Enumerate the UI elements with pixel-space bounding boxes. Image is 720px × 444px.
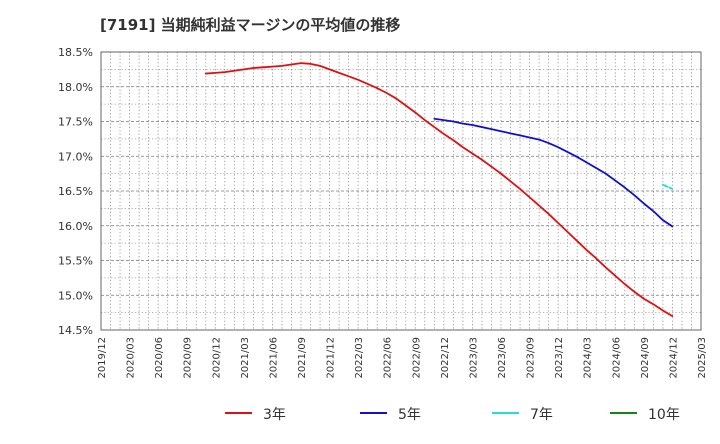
y-tick-labels: 14.5% 15.0% 15.5% 16.0% 16.5% 17.0% 17.5% 18.0%… <box>58 46 93 337</box>
x-tick-label: 2024/03 <box>583 337 594 379</box>
y-tick-label: 15.5% <box>58 255 93 268</box>
y-tick-label: 14.5% <box>58 324 93 337</box>
legend-label-3年: 3年 <box>263 407 286 423</box>
x-tick-label: 2023/09 <box>526 337 537 379</box>
y-tick-label: 17.0% <box>58 150 93 163</box>
x-tick-label: 2020/09 <box>183 337 194 379</box>
x-tick-label: 2023/12 <box>554 337 565 379</box>
x-tick-label: 2024/09 <box>640 337 651 379</box>
plot-border <box>100 51 702 331</box>
x-tick-label: 2022/09 <box>411 337 422 379</box>
x-tick-label: 2019/12 <box>97 337 108 379</box>
series-line-3年 <box>204 62 674 318</box>
legend-label-5年: 5年 <box>398 407 421 423</box>
x-tick-label: 2020/03 <box>126 337 137 379</box>
legend-label-10年: 10年 <box>648 407 680 423</box>
legend-label-7年: 7年 <box>530 407 553 423</box>
x-tick-label: 2022/06 <box>383 337 394 379</box>
x-tick-label: 2021/06 <box>268 337 279 379</box>
y-tick-label: 18.0% <box>58 81 93 94</box>
legend: 3年 5年 7年 10年 <box>225 407 680 423</box>
x-tick-label: 2024/12 <box>668 337 679 379</box>
x-tick-label: 2022/03 <box>354 337 365 379</box>
x-tick-label: 2020/06 <box>154 337 165 379</box>
x-tick-labels: 2019/12 2020/03 2020/06 2020/09 2020/12 2021/… <box>97 337 708 379</box>
x-tick-label: 2021/03 <box>240 337 251 379</box>
x-tick-label: 2022/12 <box>440 337 451 379</box>
x-tick-label: 2020/12 <box>211 337 222 379</box>
x-tick-label: 2021/12 <box>326 337 337 379</box>
x-tick-label: 2023/06 <box>497 337 508 379</box>
grid-layer <box>101 52 701 330</box>
y-tick-label: 18.5% <box>58 46 93 59</box>
y-tick-label: 16.0% <box>58 220 93 233</box>
series-line-5年 <box>433 117 674 228</box>
series-layer <box>204 62 674 318</box>
x-tick-label: 2025/03 <box>697 337 708 379</box>
x-tick-label: 2023/03 <box>468 337 479 379</box>
y-tick-label: 16.5% <box>58 185 93 198</box>
y-tick-label: 17.5% <box>58 116 93 129</box>
chart-title: [7191] 当期純利益マージンの平均値の推移 <box>100 16 401 34</box>
x-tick-label: 2024/06 <box>611 337 622 379</box>
x-tick-label: 2021/09 <box>297 337 308 379</box>
series-line-7年 <box>662 183 674 190</box>
y-tick-label: 15.0% <box>58 289 93 302</box>
